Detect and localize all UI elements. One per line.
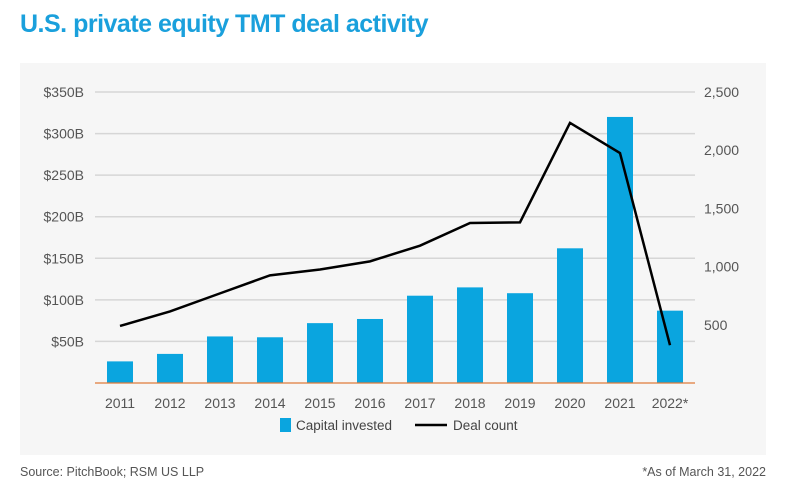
bar-2018 (457, 287, 483, 383)
x-tick-label: 2015 (304, 395, 335, 411)
x-tick-label: 2011 (105, 395, 135, 411)
left-tick-label: $300B (44, 126, 84, 142)
bar-2020 (557, 248, 583, 383)
x-tick-label: 2016 (354, 395, 385, 411)
source-note: Source: PitchBook; RSM US LLP (20, 465, 205, 479)
bar-2021 (607, 116, 633, 383)
x-tick-label: 2013 (204, 395, 235, 411)
legend-label-capital: Capital invested (296, 418, 392, 433)
bar-2011 (107, 361, 133, 383)
bar-2022* (657, 310, 683, 383)
right-tick-label: 2,500 (704, 84, 739, 100)
x-tick-label: 2017 (404, 395, 435, 411)
left-tick-label: $350B (44, 84, 84, 100)
left-tick-label: $100B (44, 292, 84, 308)
x-tick-label: 2014 (254, 395, 285, 411)
x-tick-label: 2012 (154, 395, 185, 411)
right-tick-label: 500 (704, 317, 728, 333)
bar-2014 (257, 337, 283, 383)
right-tick-label: 1,000 (704, 259, 739, 275)
left-tick-label: $200B (44, 209, 84, 225)
left-tick-label: $50B (51, 333, 84, 349)
right-tick-label: 1,500 (704, 200, 739, 216)
left-tick-label: $150B (44, 250, 84, 266)
x-tick-label: 2022* (652, 395, 689, 411)
bar-2019 (507, 293, 533, 383)
bar-2016 (357, 318, 383, 383)
right-tick-label: 2,000 (704, 142, 739, 158)
bar-2012 (157, 353, 183, 383)
x-tick-label: 2021 (604, 395, 635, 411)
legend-swatch-capital (280, 418, 291, 432)
chart-title: U.S. private equity TMT deal activity (20, 10, 429, 38)
deal-count-line (119, 121, 672, 346)
bar-2015 (307, 323, 333, 383)
x-tick-label: 2019 (504, 395, 535, 411)
left-tick-label: $250B (44, 167, 84, 183)
legend-label-deal-count: Deal count (453, 418, 518, 433)
bar-2013 (207, 336, 233, 383)
x-tick-label: 2018 (454, 395, 485, 411)
footnote: *As of March 31, 2022 (642, 465, 766, 479)
x-tick-label: 2020 (554, 395, 585, 411)
bar-2017 (407, 295, 433, 383)
